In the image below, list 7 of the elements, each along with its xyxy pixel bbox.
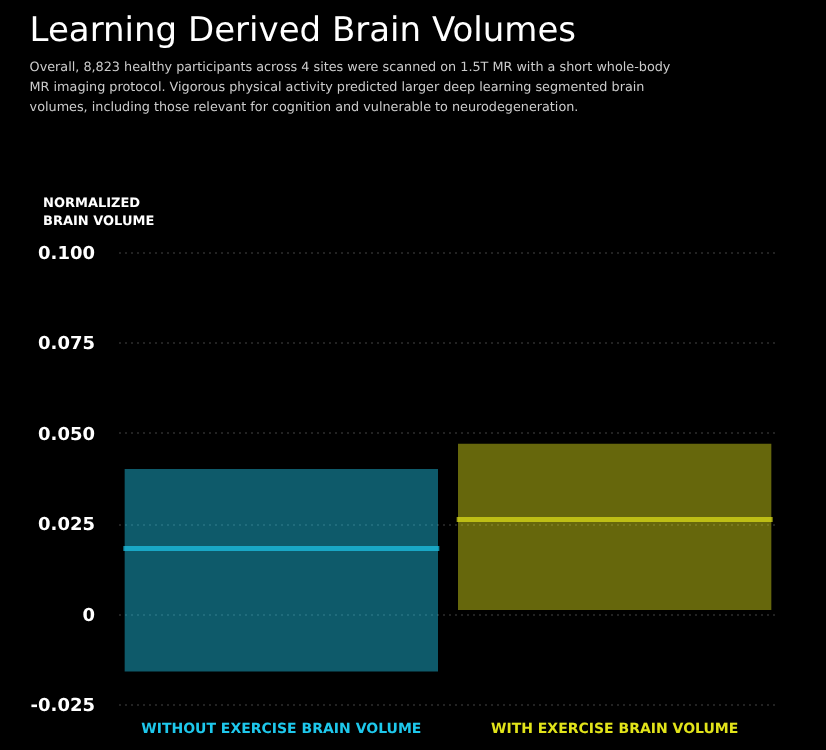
y-tick-label: 0.100: [38, 245, 95, 265]
chart-title: Learning Derived Brain Volumes: [29, 11, 577, 52]
y-tick-label: 0.025: [38, 516, 95, 537]
y-tick-label: 0.050: [38, 425, 95, 446]
y-tick-label: -0.025: [30, 697, 95, 717]
y-tick-label: 0: [82, 606, 95, 627]
y-tick-label: 0.075: [38, 335, 95, 356]
